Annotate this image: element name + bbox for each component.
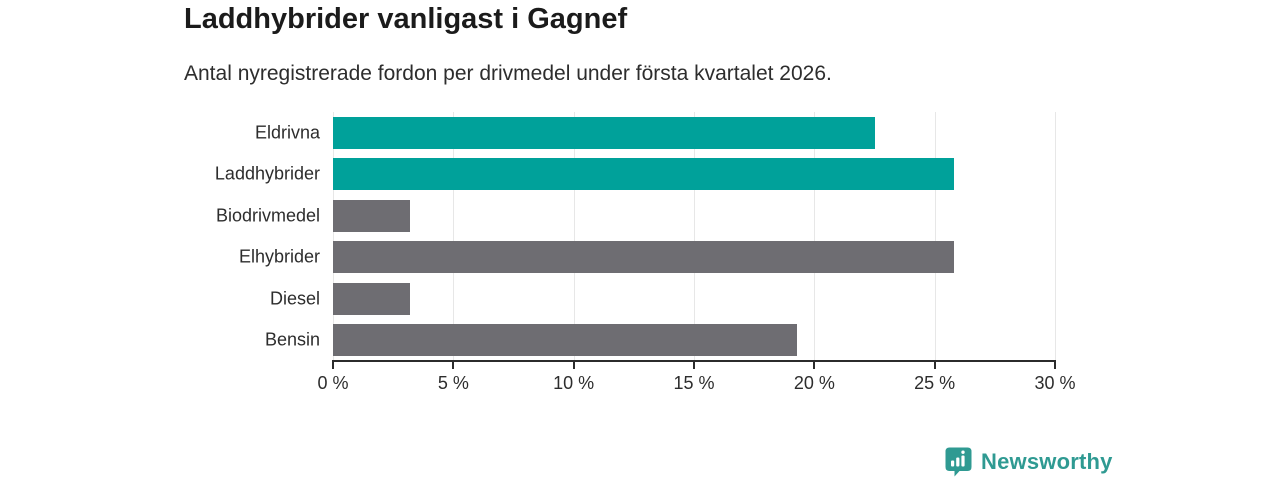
category-label-eldrivna: Eldrivna bbox=[254, 122, 320, 143]
gridline bbox=[453, 112, 455, 361]
chart-row: Biodrivmedel bbox=[216, 195, 1055, 237]
category-label-diesel: Diesel bbox=[269, 288, 320, 309]
category-label-elhybrider: Elhybrider bbox=[238, 246, 320, 267]
newsworthy-logo[interactable]: Newsworthy bbox=[945, 447, 1113, 477]
newsworthy-wordmark: Newsworthy bbox=[981, 449, 1113, 474]
axis-tick bbox=[1054, 362, 1056, 369]
axis-tick-label: 15 % bbox=[673, 373, 715, 393]
bar-bensin bbox=[333, 324, 798, 357]
chart-title: Laddhybrider vanligast i Gagnef bbox=[184, 3, 628, 35]
category-label-biodrivmedel: Biodrivmedel bbox=[215, 205, 320, 226]
axis-tick bbox=[452, 362, 455, 369]
chart-row: Elhybrider bbox=[239, 237, 1055, 279]
chart-subtitle: Antal nyregistrerade fordon per drivmede… bbox=[184, 62, 832, 85]
gridline bbox=[694, 112, 695, 361]
axis-tick-label: 0 % bbox=[317, 373, 349, 393]
x-axis: 0 % 5 % 10 % 15 % 20 % 25 % 30 % bbox=[317, 360, 1076, 400]
x-axis-line bbox=[332, 360, 1056, 362]
axis-tick-label: 5 % bbox=[437, 373, 469, 393]
chart-row: Diesel bbox=[270, 278, 1055, 320]
axis-tick bbox=[813, 362, 816, 369]
category-label-bensin: Bensin bbox=[264, 329, 320, 350]
bar-eldrivna bbox=[333, 116, 875, 149]
plot-area: Eldrivna Laddhybrider Biodrivmedel Elhybrid… bbox=[215, 112, 1056, 362]
gridline bbox=[934, 112, 936, 361]
axis-tick bbox=[933, 362, 936, 369]
chart-row: Laddhybrider bbox=[215, 154, 1055, 196]
gridline bbox=[814, 112, 816, 361]
axis-tick bbox=[332, 362, 334, 369]
chart-rows: Eldrivna Laddhybrider Biodrivmedel Elhybrid… bbox=[215, 112, 1055, 362]
bar-biodrivmedel bbox=[333, 199, 410, 232]
gridline bbox=[1055, 112, 1056, 361]
chart-row: Bensin bbox=[265, 320, 1055, 362]
axis-tick-label: 10 % bbox=[553, 373, 595, 393]
bar-elhybrider bbox=[333, 241, 954, 274]
axis-tick-label: 20 % bbox=[793, 373, 835, 393]
axis-tick-label: 25 % bbox=[914, 373, 956, 393]
axis-tick bbox=[572, 362, 575, 369]
bar-diesel bbox=[333, 282, 410, 315]
category-label-laddhybrider: Laddhybrider bbox=[214, 163, 320, 184]
gridline bbox=[333, 112, 334, 361]
gridline bbox=[573, 112, 575, 361]
bar-laddhybrider bbox=[333, 158, 954, 191]
chart-row: Eldrivna bbox=[255, 112, 1055, 154]
newsworthy-bubble-chart-icon bbox=[945, 447, 972, 477]
axis-tick-label: 30 % bbox=[1034, 373, 1076, 393]
axis-tick bbox=[693, 362, 695, 369]
